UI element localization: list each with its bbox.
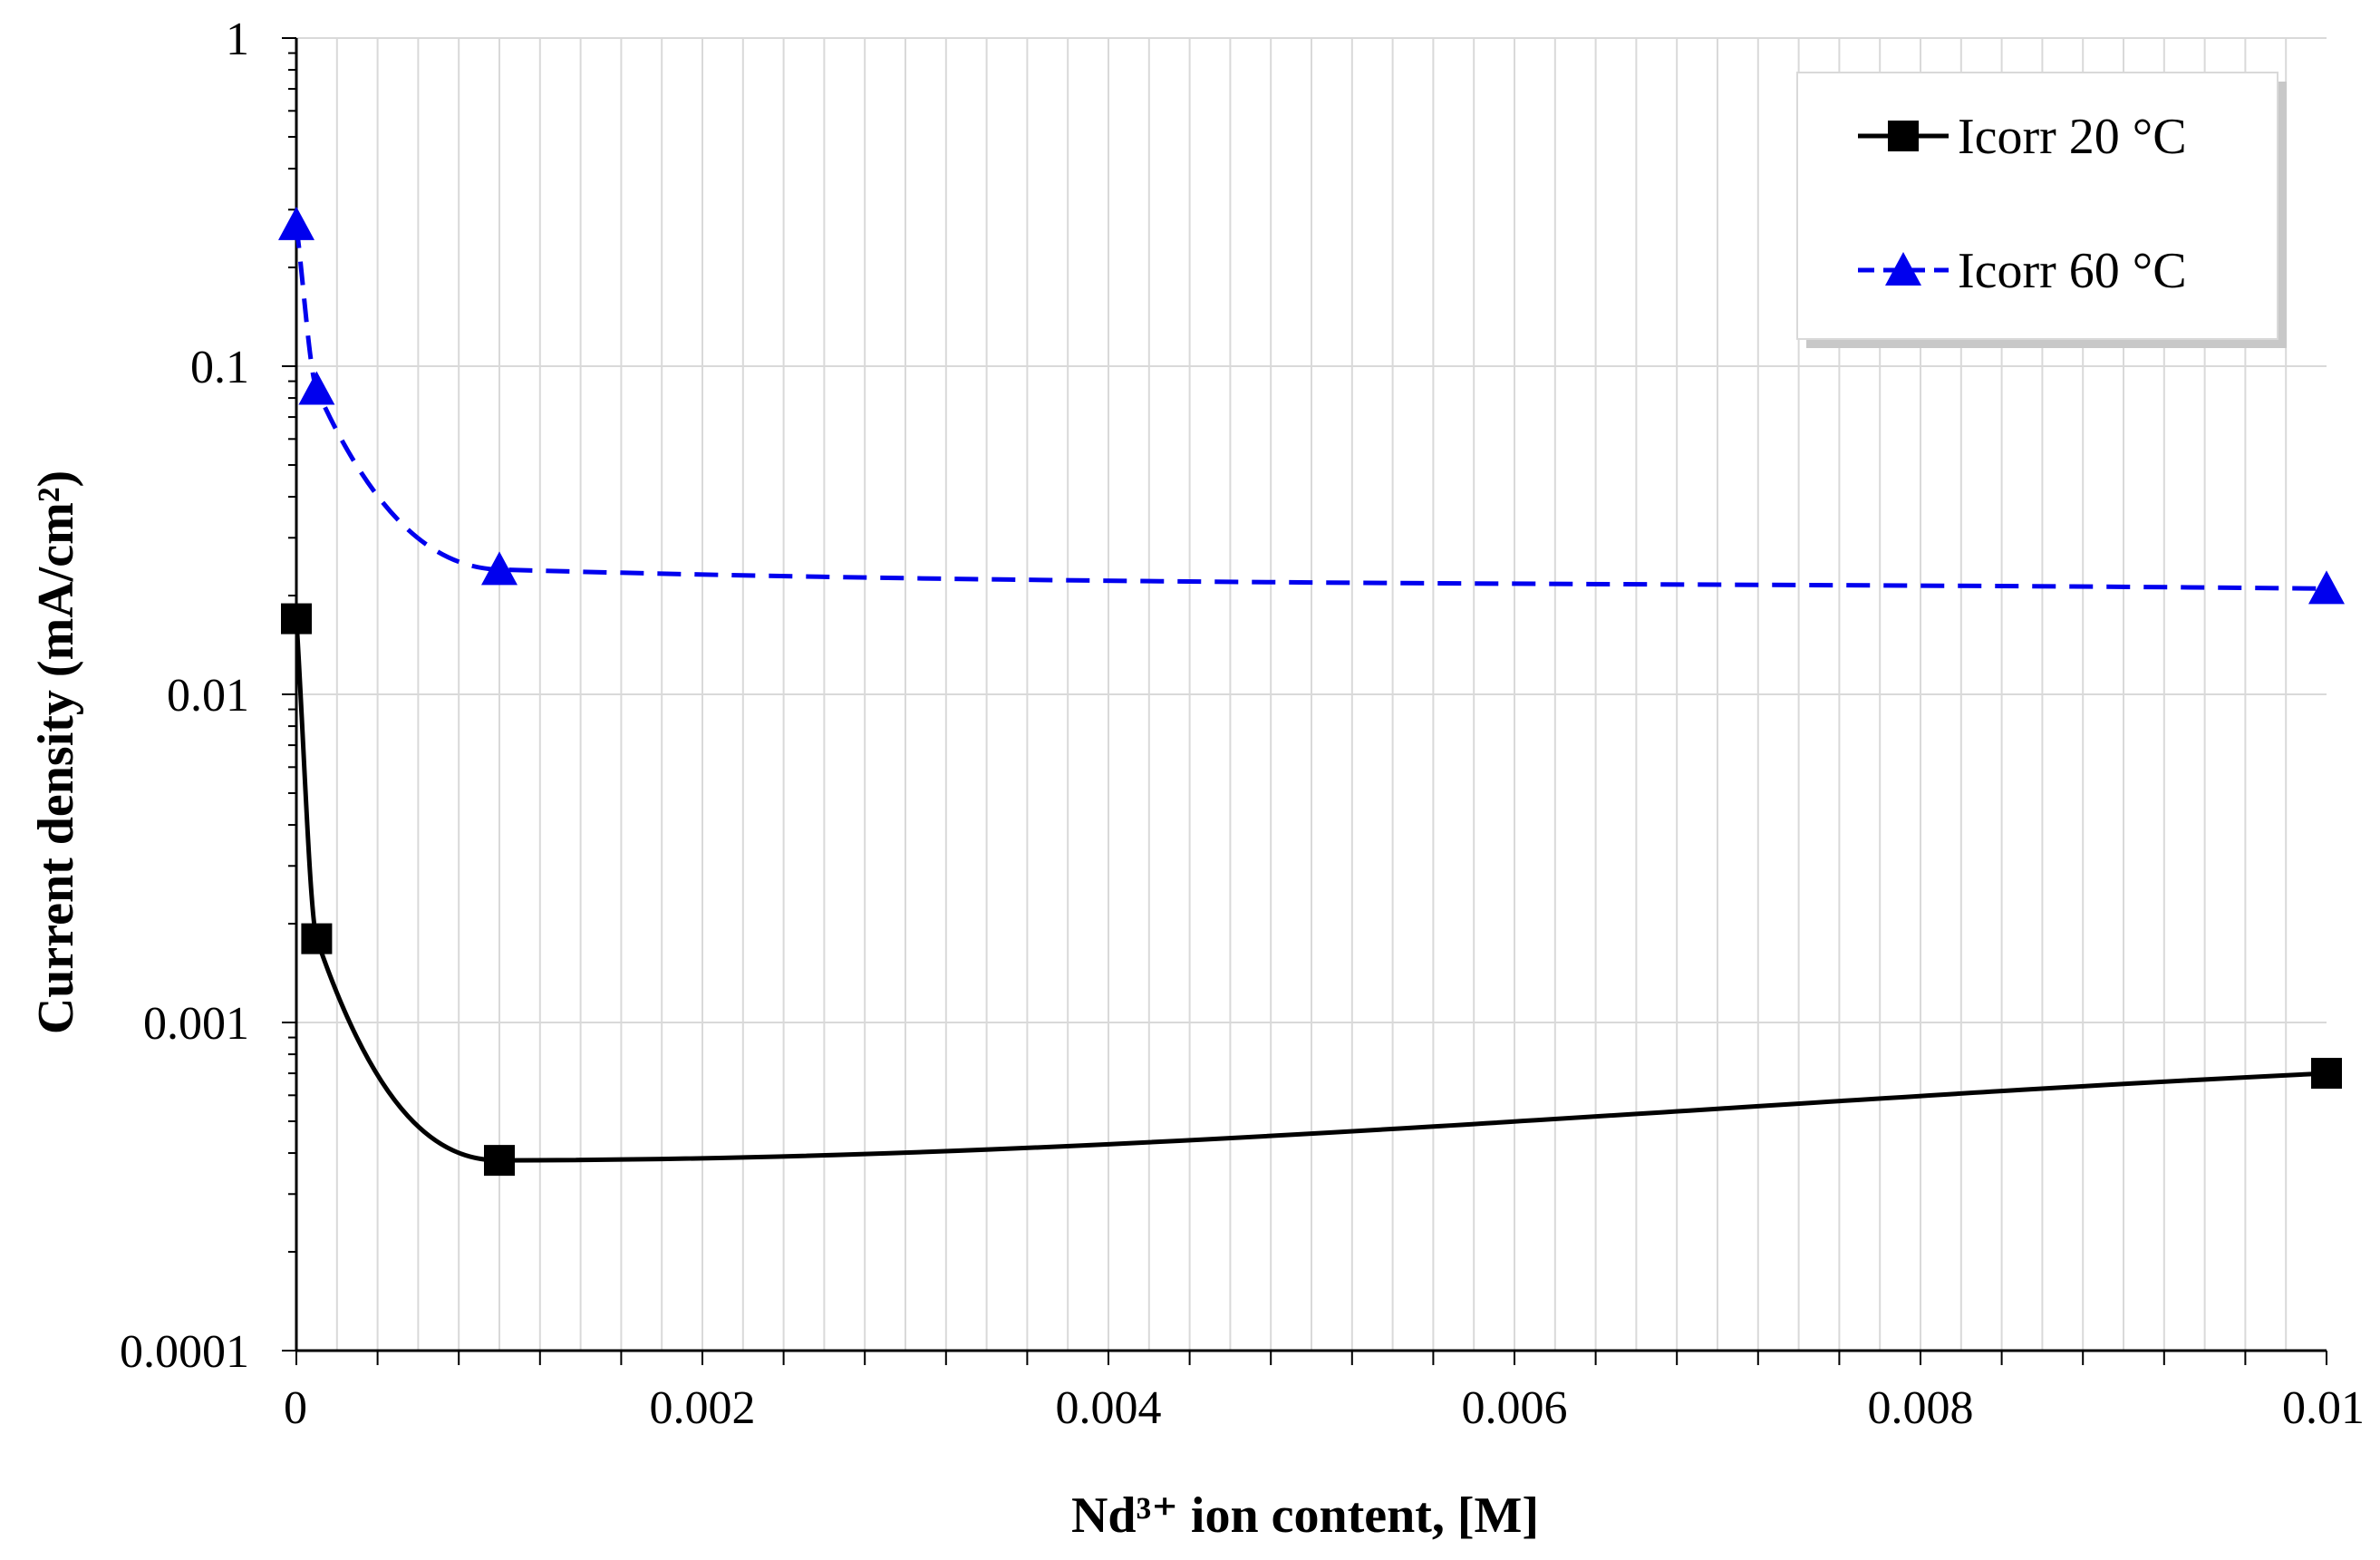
- legend-item-2: Icorr 60 °C: [1858, 243, 2187, 299]
- data-point: [2311, 1058, 2342, 1090]
- y-tick-label: 0.001: [143, 998, 249, 1050]
- data-point: [2308, 570, 2345, 605]
- legend-marker: [1888, 121, 1919, 151]
- legend-label: Icorr 20 °C: [1958, 109, 2187, 165]
- data-point: [481, 551, 518, 586]
- x-axis-title: Nd³⁺ ion content, [M]: [1071, 1487, 1539, 1544]
- legend-items: Icorr 20 °C Icorr 60 °C: [1858, 109, 2187, 299]
- series-group: [278, 206, 2345, 1177]
- x-tick-label: 0.01: [2282, 1382, 2365, 1434]
- legend-item-1: Icorr 20 °C: [1858, 109, 2187, 165]
- x-axis-ticks: 0 0.002 0.004 0.006 0.008 0.01: [284, 1351, 2365, 1434]
- y-axis-title: Current density (mA/cm²): [28, 470, 84, 1034]
- y-tick-label: 1: [226, 14, 249, 65]
- data-point: [298, 371, 335, 405]
- y-tick-label: 0.1: [190, 342, 249, 393]
- x-tick-label: 0.004: [1056, 1382, 1162, 1434]
- data-point: [278, 206, 314, 240]
- series-1: [281, 603, 2342, 1177]
- y-tick-label: 0.01: [167, 670, 249, 722]
- x-tick-label: 0.002: [650, 1382, 756, 1434]
- legend: Icorr 20 °C Icorr 60 °C: [1796, 72, 2287, 348]
- series-line: [294, 618, 2327, 1163]
- x-tick-label: 0.008: [1868, 1382, 1974, 1434]
- data-point: [484, 1145, 515, 1177]
- series-2: [278, 206, 2345, 605]
- legend-box: [1796, 72, 2278, 340]
- y-tick-label: 0.0001: [120, 1326, 249, 1378]
- y-axis-ticks: 0.0001 0.001 0.01 0.1 1: [120, 14, 296, 1378]
- data-point: [301, 923, 333, 954]
- x-tick-label: 0.006: [1462, 1382, 1568, 1434]
- x-tick-label: 0: [284, 1382, 307, 1434]
- data-point: [281, 603, 312, 635]
- legend-marker: [1885, 252, 1921, 286]
- grid: [296, 37, 2327, 1352]
- legend-label: Icorr 60 °C: [1958, 243, 2187, 299]
